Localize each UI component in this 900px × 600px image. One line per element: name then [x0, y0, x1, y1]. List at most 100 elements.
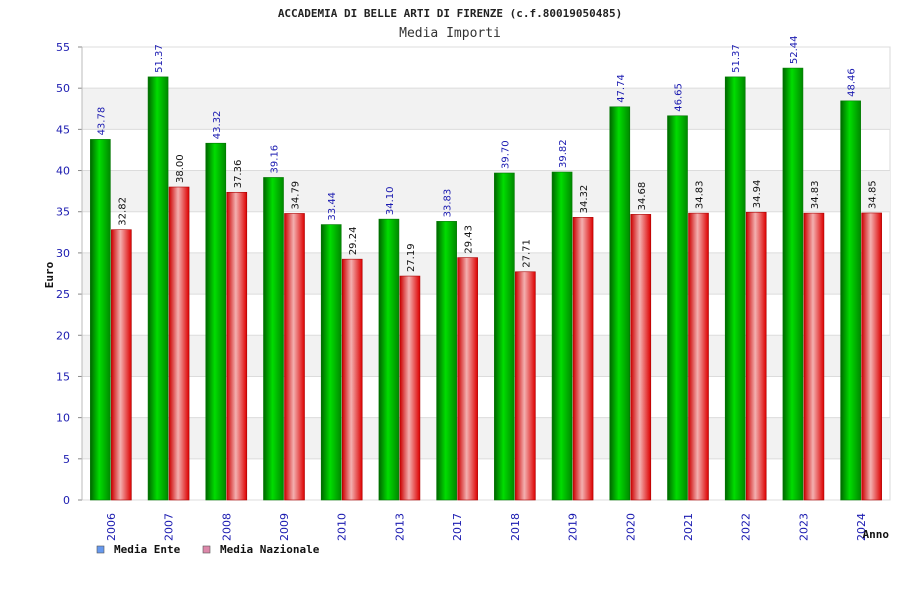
- x-axis-title: Anno: [863, 528, 890, 541]
- data-label: 43.78: [96, 107, 107, 136]
- bar: [688, 212, 709, 501]
- x-tick-label: 2007: [163, 513, 176, 541]
- y-tick-label: 45: [56, 123, 70, 136]
- bar: [205, 142, 227, 501]
- x-tick-label: 2021: [682, 513, 695, 541]
- legend-label-media-nazionale: Media Nazionale: [220, 543, 320, 556]
- data-label: 46.65: [674, 83, 685, 112]
- grid-band: [82, 88, 890, 130]
- bar: [147, 76, 169, 501]
- data-label: 33.83: [443, 189, 454, 218]
- data-label: 43.32: [212, 111, 223, 140]
- y-tick-label: 35: [56, 206, 70, 219]
- data-label: 27.71: [521, 239, 532, 268]
- data-label: 32.82: [117, 197, 128, 226]
- data-label: 34.10: [385, 186, 396, 215]
- y-tick-label: 40: [56, 165, 70, 178]
- bar: [457, 257, 478, 501]
- x-axis-ticks: 2006 2007 2008 2009 2010 2013 2017 2018 2019 2020…: [105, 513, 868, 541]
- data-label: 39.70: [500, 140, 511, 169]
- x-tick-label: 2006: [105, 513, 118, 541]
- bar: [111, 229, 132, 501]
- x-tick-label: 2020: [624, 513, 637, 541]
- x-tick-label: 2022: [740, 513, 753, 541]
- x-tick-label: 2018: [509, 513, 522, 541]
- data-label: 34.83: [695, 180, 706, 209]
- bar: [378, 218, 400, 501]
- y-tick-label: 55: [56, 41, 70, 54]
- data-label: 39.16: [270, 145, 281, 174]
- x-tick-label: 2024: [855, 513, 868, 541]
- bar: [572, 217, 594, 501]
- grid-band: [82, 170, 890, 212]
- y-tick-label: 50: [56, 82, 70, 95]
- data-label: 29.43: [464, 225, 475, 254]
- grid-band: [82, 335, 890, 377]
- data-label: 37.36: [233, 160, 244, 189]
- plot-background: [81, 46, 891, 501]
- x-tick-label: 2017: [451, 513, 464, 541]
- bar: [494, 172, 515, 501]
- y-tick-label: 0: [63, 494, 70, 507]
- bar: [667, 115, 688, 501]
- data-label: 34.68: [637, 182, 648, 211]
- data-label: 34.79: [291, 181, 302, 210]
- y-tick-label: 10: [56, 412, 70, 425]
- x-tick-label: 2019: [567, 513, 580, 541]
- bar: [226, 191, 248, 501]
- data-label: 34.85: [868, 180, 879, 209]
- x-tick-label: 2010: [336, 513, 349, 541]
- bar: [515, 271, 536, 501]
- legend-swatch-media-nazionale: [202, 545, 211, 554]
- legend-label-media-ente: Media Ente: [114, 543, 181, 556]
- y-axis-title: Euro: [43, 261, 56, 288]
- bar: [263, 177, 284, 501]
- data-label: 34.32: [579, 185, 590, 214]
- bar: [90, 139, 111, 501]
- x-tick-label: 2009: [278, 513, 291, 541]
- data-label: 34.83: [810, 180, 821, 209]
- bar: [840, 100, 861, 501]
- bar: [436, 221, 457, 501]
- chart-title: ACCADEMIA DI BELLE ARTI DI FIRENZE (c.f.…: [278, 7, 622, 20]
- data-label: 29.24: [348, 227, 359, 256]
- data-label: 38.00: [175, 154, 186, 183]
- y-axis-ticks: 0 5 10 15 20 25 30 35 40 45 50 55: [56, 41, 83, 507]
- bar: [609, 106, 631, 501]
- grid-band: [82, 252, 890, 295]
- bar: [803, 212, 825, 501]
- bar: [782, 67, 804, 501]
- data-label: 52.44: [789, 35, 800, 64]
- y-tick-label: 15: [56, 370, 70, 383]
- grid-band: [82, 417, 890, 459]
- chart-subtitle: Media Importi: [399, 26, 501, 41]
- y-tick-label: 30: [56, 247, 70, 260]
- data-label: 39.82: [558, 139, 569, 168]
- bar: [630, 214, 652, 501]
- bars: [90, 67, 882, 501]
- legend: Media Ente Media Nazionale: [96, 543, 320, 556]
- bar: [551, 171, 573, 501]
- x-tick-label: 2023: [797, 513, 810, 541]
- data-label: 47.74: [616, 74, 627, 103]
- bar: [168, 186, 190, 501]
- y-tick-label: 25: [56, 288, 70, 301]
- data-label: 27.19: [406, 243, 417, 272]
- data-label: 51.37: [154, 44, 165, 73]
- data-label: 34.94: [752, 180, 763, 209]
- bar: [341, 258, 363, 501]
- bar: [320, 224, 342, 501]
- data-labels: 43.78 32.82 51.37 38.00 43.32 37.36 39.16 34.79…: [96, 35, 878, 272]
- x-tick-label: 2013: [393, 513, 406, 541]
- bar: [284, 213, 305, 501]
- x-tick-label: 2008: [220, 513, 233, 541]
- y-tick-label: 5: [63, 453, 70, 466]
- bar: [724, 76, 746, 501]
- data-label: 33.44: [327, 192, 338, 221]
- bar: [861, 212, 882, 501]
- data-label: 48.46: [847, 68, 858, 97]
- bar: [399, 275, 421, 501]
- bar: [745, 211, 767, 501]
- y-tick-label: 20: [56, 329, 70, 342]
